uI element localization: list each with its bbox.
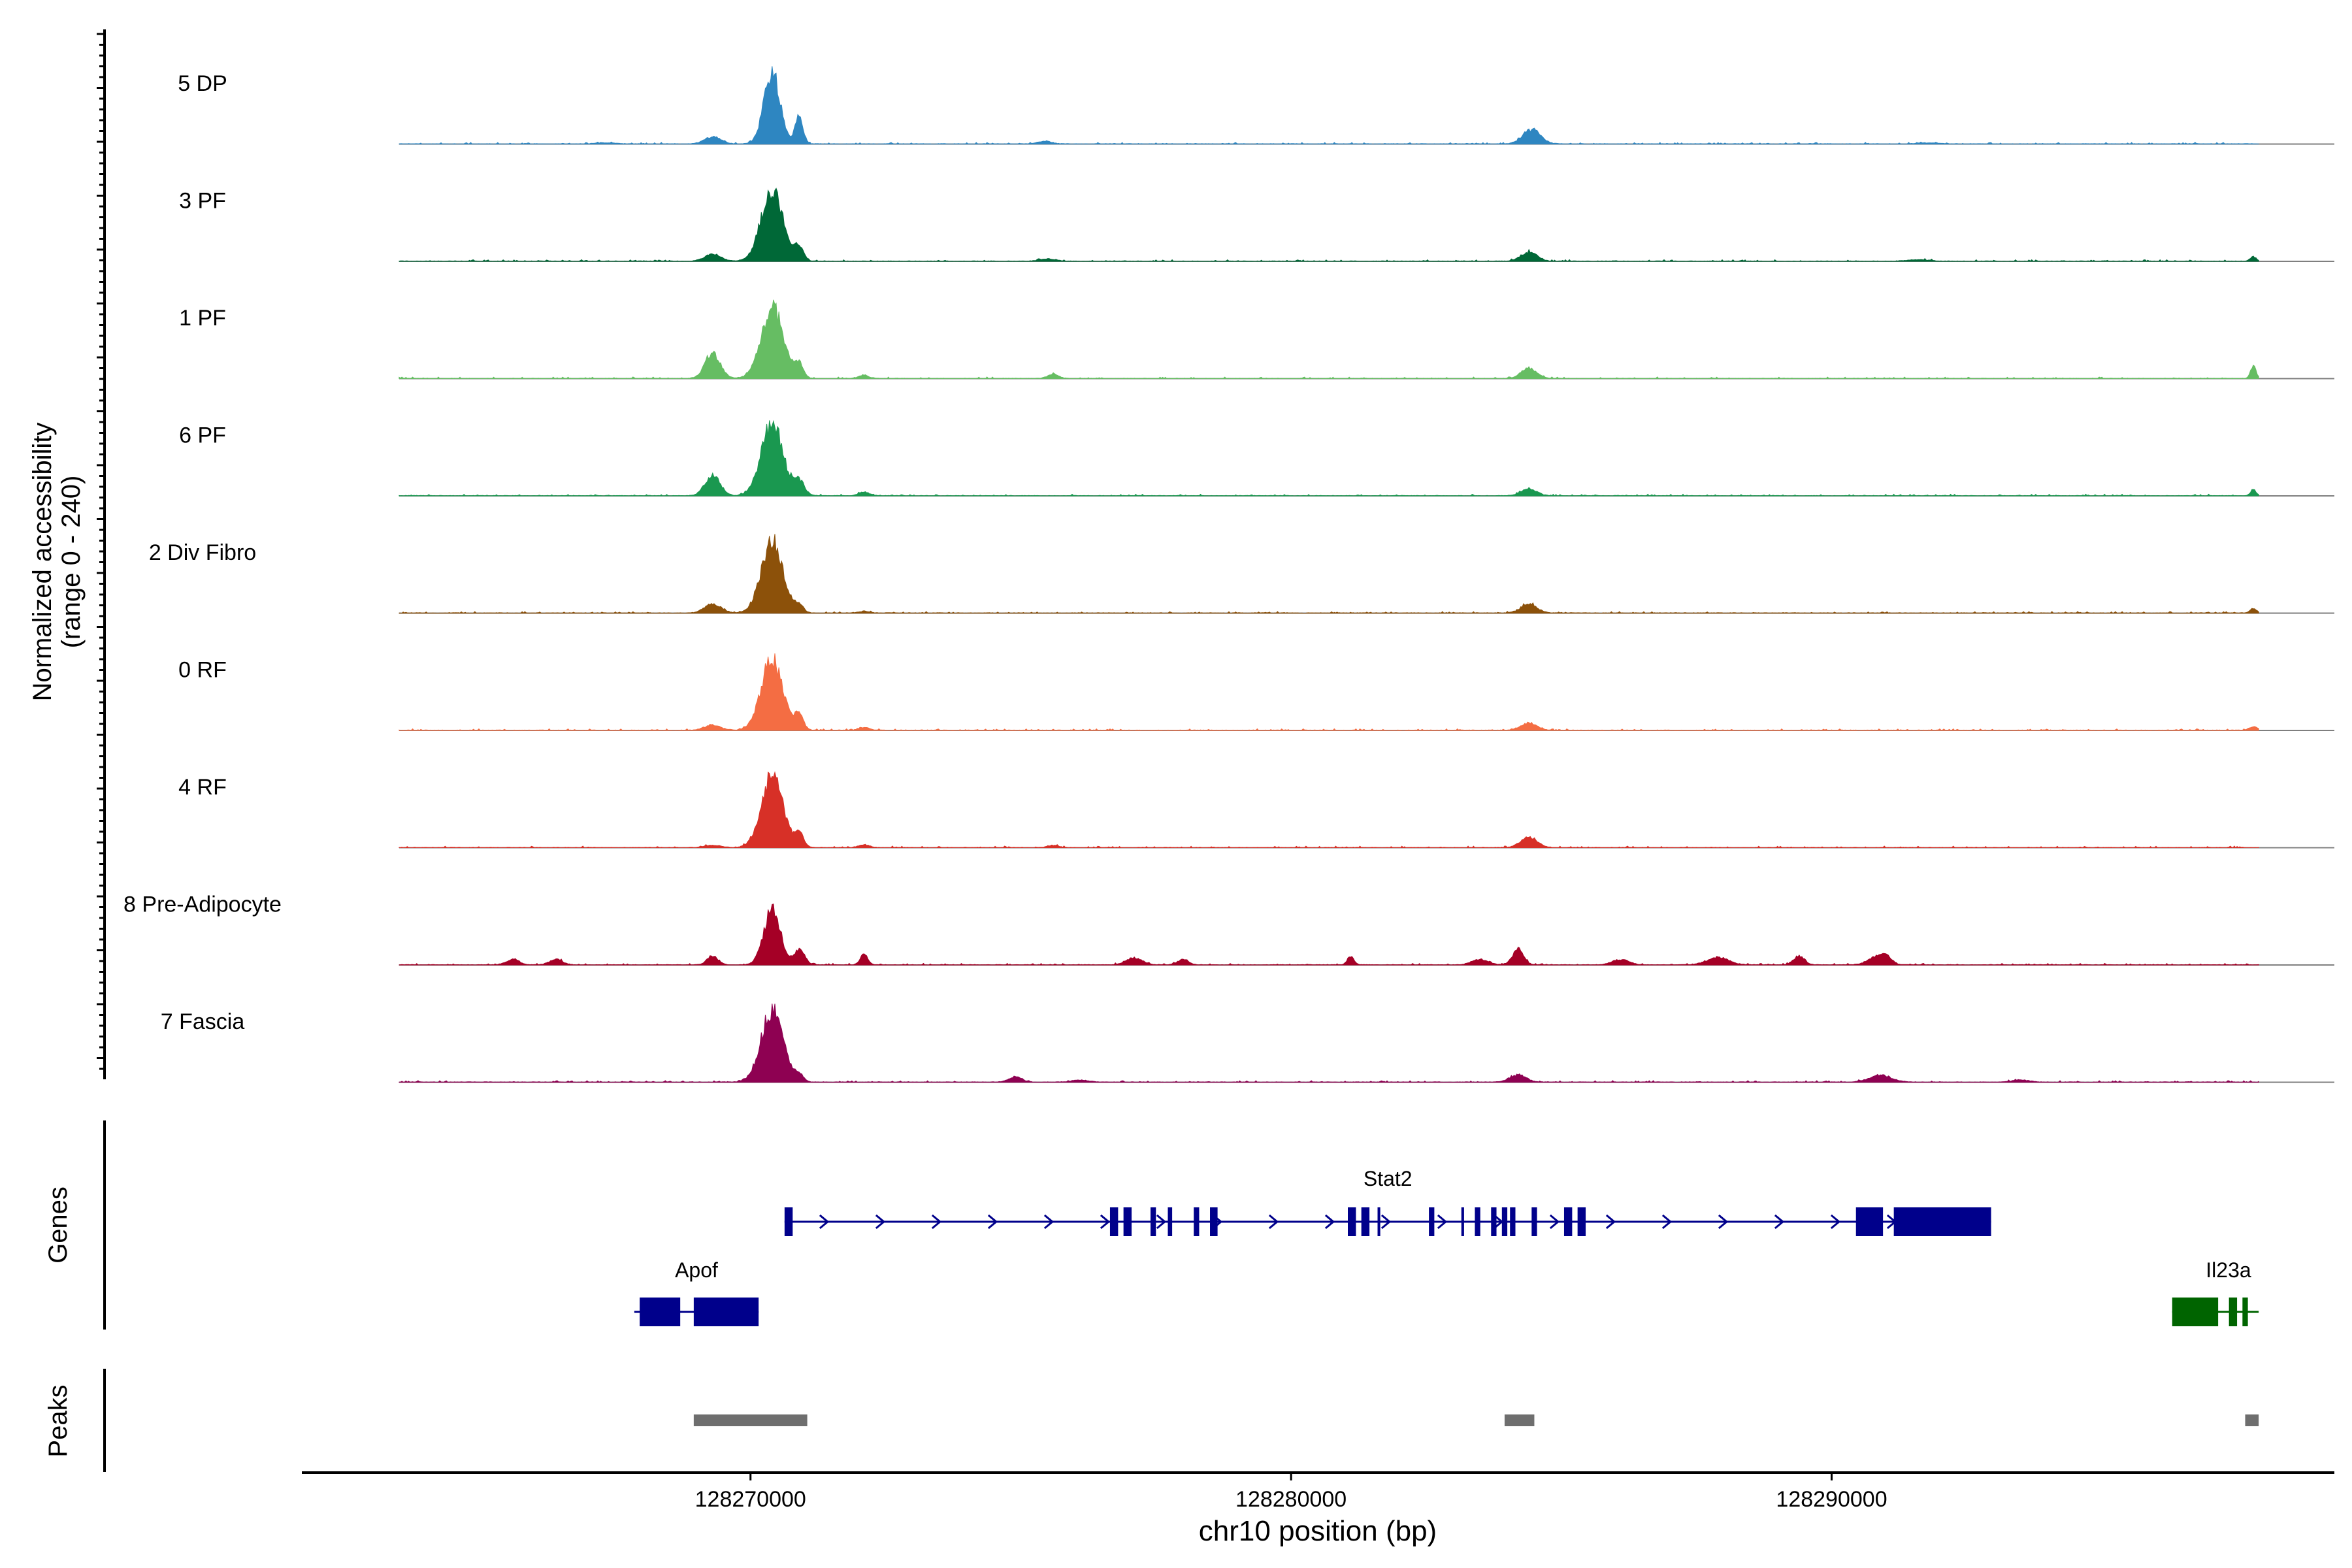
gene-exon	[1563, 1207, 1573, 1236]
gene-il23a: Il23a	[2172, 1258, 2259, 1326]
track-7-fascia: 7 Fascia	[161, 1004, 2334, 1083]
strand-arrow	[819, 1214, 830, 1230]
coverage-area	[399, 66, 2259, 145]
track-label: 5 DP	[178, 71, 227, 96]
peak-region	[1504, 1414, 1535, 1426]
coverage-y-axis	[97, 29, 106, 1079]
strand-arrow	[1324, 1214, 1335, 1230]
coverage-area	[399, 299, 2259, 380]
peak-region	[693, 1414, 808, 1426]
track-1-pf: 1 PF	[179, 299, 2334, 380]
peaks-track-label: Peaks	[44, 1384, 73, 1457]
strand-arrow	[1156, 1214, 1167, 1230]
coverage-area	[399, 771, 2259, 849]
track-0-rf: 0 RF	[178, 653, 2334, 731]
strand-arrow	[1043, 1214, 1054, 1230]
gene-exon	[1109, 1207, 1119, 1236]
strand-arrow	[931, 1214, 942, 1230]
gene-exon	[1577, 1207, 1586, 1236]
gene-exon	[1501, 1207, 1508, 1236]
y-axis-range-label: (range 0 - 240)	[57, 476, 86, 649]
gene-exon	[1491, 1207, 1497, 1236]
strand-arrow	[1380, 1214, 1392, 1230]
x-axis-title: chr10 position (bp)	[1199, 1515, 1437, 1547]
track-label: 2 Div Fibro	[149, 540, 256, 565]
gene-exon	[1348, 1207, 1356, 1236]
track-label: 7 Fascia	[161, 1009, 245, 1034]
y-axis-title: Normalized accessibility (range 0 - 240)	[28, 423, 86, 702]
strand-arrow	[1774, 1214, 1785, 1230]
x-tick-label: 128290000	[1776, 1487, 1887, 1512]
gene-exon	[1510, 1207, 1516, 1236]
gene-exon	[1475, 1207, 1480, 1236]
gene-exon	[1893, 1207, 1991, 1236]
gene-exon	[2229, 1298, 2238, 1326]
gene-exon	[2172, 1298, 2219, 1326]
track-6-pf: 6 PF	[179, 419, 2334, 497]
y-axis-label: Normalized accessibility	[28, 423, 57, 702]
coverage-area	[399, 653, 2259, 731]
x-axis: chr10 position (bp) 128270000 128280000 12…	[302, 1471, 2334, 1547]
gene-exon	[1531, 1207, 1537, 1236]
strand-arrow	[1100, 1214, 1111, 1230]
strand-arrow	[875, 1214, 886, 1230]
gene-exon	[1210, 1207, 1218, 1236]
gene-exon	[1168, 1207, 1173, 1236]
gene-exon	[1361, 1207, 1370, 1236]
track-label: 4 RF	[178, 775, 227, 800]
track-8-pre-adipocyte: 8 Pre-Adipocyte	[123, 892, 2334, 966]
x-tick-label: 128280000	[1235, 1487, 1347, 1512]
strand-arrow	[1549, 1214, 1560, 1230]
genes-track-label: Genes	[44, 1186, 73, 1264]
track-5-dp: 5 DP	[178, 66, 2334, 145]
gene-exon	[1194, 1207, 1200, 1236]
strand-arrow	[1661, 1214, 1673, 1230]
track-label: 1 PF	[179, 306, 226, 331]
strand-arrow	[1830, 1214, 1841, 1230]
coverage-area	[399, 419, 2259, 497]
gene-stat2: Stat2	[784, 1167, 1991, 1236]
strand-arrow	[1437, 1214, 1448, 1230]
gene-exon	[1151, 1207, 1156, 1236]
gene-exon	[640, 1298, 681, 1326]
gene-apof: Apof	[634, 1258, 759, 1326]
gene-exon	[1377, 1207, 1380, 1236]
track-2-div-fibro: 2 Div Fibro	[149, 534, 2334, 614]
gene-exon	[1855, 1207, 1884, 1236]
gene-exon	[2242, 1298, 2248, 1326]
peak-region	[2245, 1414, 2259, 1426]
coverage-tracks: 5 DP 3 PF 1 PF 6 PF 2 Div Fibro 0 RF 4 RF 8 Pre…	[123, 66, 2334, 1083]
gene-exon	[693, 1298, 759, 1326]
track-label: 8 Pre-Adipocyte	[123, 892, 282, 917]
track-4-rf: 4 RF	[178, 771, 2334, 849]
track-label: 3 PF	[179, 189, 226, 214]
strand-arrow	[987, 1214, 998, 1230]
peaks-track: Peaks	[44, 1369, 2259, 1472]
gene-label: Il23a	[2206, 1258, 2251, 1282]
coverage-area	[399, 904, 2259, 966]
x-tick-label: 128270000	[695, 1487, 806, 1512]
track-3-pf: 3 PF	[179, 188, 2334, 262]
gene-exon	[1461, 1207, 1464, 1236]
genes-track: Genes Stat2 Apof Il23a	[44, 1120, 2259, 1330]
strand-arrow	[1605, 1214, 1616, 1230]
track-label: 6 PF	[179, 423, 226, 448]
track-label: 0 RF	[178, 658, 227, 683]
gene-exon	[784, 1207, 793, 1236]
gene-label: Apof	[675, 1258, 718, 1282]
gene-exon	[1429, 1207, 1435, 1236]
gene-label: Stat2	[1364, 1167, 1413, 1190]
coverage-area	[399, 188, 2259, 262]
coverage-area	[399, 534, 2259, 614]
gene-exon	[1123, 1207, 1132, 1236]
coverage-area	[399, 1004, 2259, 1083]
strand-arrow	[1268, 1214, 1279, 1230]
strand-arrow	[1718, 1214, 1729, 1230]
